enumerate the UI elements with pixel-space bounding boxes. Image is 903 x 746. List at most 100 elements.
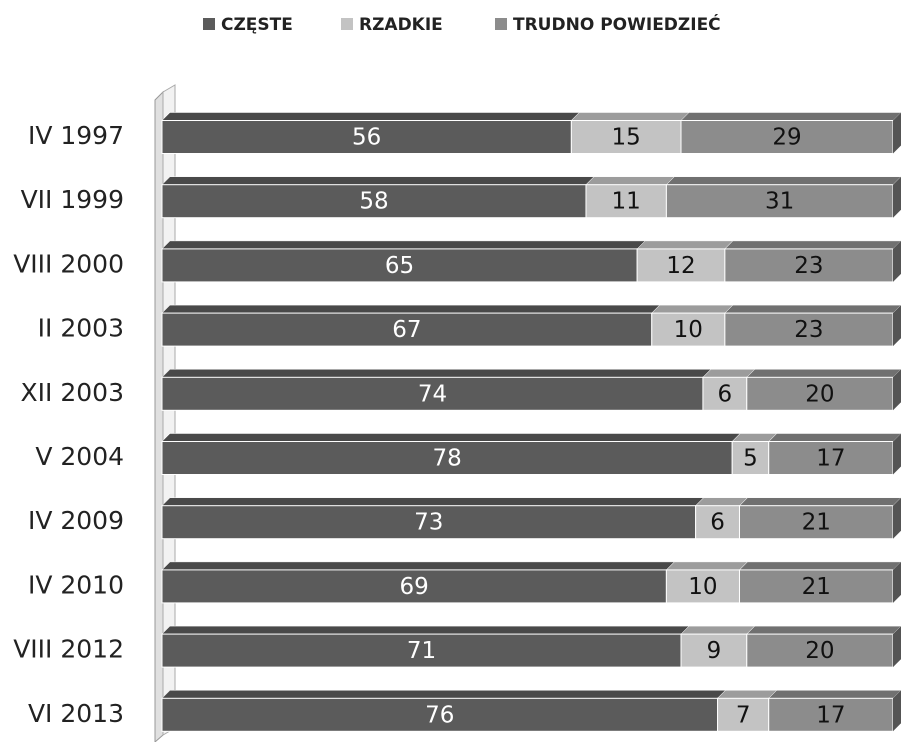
bar-side [893, 240, 901, 282]
bar [570, 120, 682, 154]
data-label: 56 [352, 125, 381, 151]
bar-top [746, 369, 902, 378]
bar-side [893, 561, 901, 603]
bar-top [161, 433, 741, 442]
bar-top [746, 625, 902, 635]
bar-top [636, 240, 734, 250]
data-label: 21 [802, 574, 831, 600]
bar [695, 505, 740, 540]
legend-label: CZĘSTE [221, 15, 293, 35]
bar [161, 569, 667, 604]
bar-top [161, 561, 675, 571]
data-label: 65 [385, 253, 414, 279]
bar [768, 697, 894, 732]
bar [746, 633, 894, 668]
data-label: 20 [805, 381, 834, 407]
data-label: 11 [612, 189, 641, 215]
data-label: 10 [688, 574, 717, 600]
y-tick-label: VII 1999 [21, 185, 124, 214]
data-label: 12 [666, 253, 695, 279]
y-tick-label: IV 2009 [28, 506, 124, 535]
bar-top [161, 176, 595, 185]
bar-side [893, 626, 901, 668]
legend-label: TRUDNO POWIEDZIEĆ [513, 13, 721, 35]
bar [702, 376, 748, 411]
data-label: 15 [612, 125, 641, 151]
bar-side [893, 176, 901, 218]
data-label: 17 [816, 446, 845, 472]
bar-top [680, 625, 756, 635]
bar-top [695, 497, 749, 506]
bar [738, 569, 894, 604]
data-label: 17 [816, 702, 845, 728]
y-tick-label: IV 1997 [28, 121, 124, 150]
data-label: 73 [414, 510, 443, 536]
bar [161, 248, 638, 283]
data-label: 23 [794, 317, 823, 343]
bar [731, 441, 770, 475]
data-label: 69 [400, 574, 429, 600]
bar-top [161, 497, 705, 506]
bar [161, 184, 587, 219]
bar-top [570, 112, 690, 121]
data-label: 78 [432, 446, 461, 472]
bar-top [768, 690, 902, 699]
bar [636, 248, 726, 283]
data-label: 58 [359, 189, 388, 215]
bar-top [161, 112, 580, 121]
bar-top [651, 304, 734, 314]
bar [585, 184, 667, 219]
bar-top [161, 690, 727, 699]
bar-top [161, 369, 712, 378]
data-label: 20 [805, 638, 834, 664]
bar [724, 312, 894, 347]
bar-top [724, 304, 902, 314]
y-tick-label: VI 2013 [28, 699, 124, 728]
bar-top [665, 561, 749, 571]
bar-top [716, 690, 778, 699]
bar-top [161, 240, 646, 250]
bar-top [665, 176, 902, 185]
data-label: 23 [794, 253, 823, 279]
data-label: 76 [425, 702, 454, 728]
y-tick-label: II 2003 [38, 314, 124, 343]
bar-top [161, 304, 661, 314]
y-tick-label: VIII 2000 [13, 249, 124, 278]
bar-top [680, 112, 902, 121]
bar [161, 441, 733, 475]
data-label: 6 [710, 510, 725, 536]
bar [161, 633, 682, 668]
bar-top [161, 625, 690, 635]
bar-top [738, 497, 902, 506]
legend-swatch [341, 18, 353, 30]
bar [738, 505, 894, 540]
bar-side [893, 112, 901, 154]
data-label: 5 [743, 446, 758, 472]
bar [746, 376, 894, 411]
legend-swatch [203, 18, 215, 30]
data-label: 6 [718, 381, 733, 407]
bar [161, 120, 572, 154]
data-label: 9 [707, 638, 722, 664]
data-label: 21 [802, 510, 831, 536]
data-label: 71 [407, 638, 436, 664]
bar-top [724, 240, 902, 250]
bar [680, 633, 748, 668]
bar-top [702, 369, 756, 378]
bar-side [893, 497, 901, 539]
data-label: 74 [418, 381, 447, 407]
bar-top [738, 561, 902, 571]
bar [161, 376, 704, 411]
legend-label: RZADKIE [359, 15, 443, 35]
y-tick-label: VIII 2012 [13, 635, 124, 664]
data-label: 67 [392, 317, 421, 343]
y-tick-label: XII 2003 [21, 378, 124, 407]
bar-top [585, 176, 675, 185]
y-tick-label: V 2004 [35, 442, 124, 471]
bar-side [893, 433, 901, 475]
bar-top [768, 433, 902, 442]
bar-side [893, 369, 901, 411]
data-label: 31 [765, 189, 794, 215]
legend-swatch [495, 18, 507, 30]
